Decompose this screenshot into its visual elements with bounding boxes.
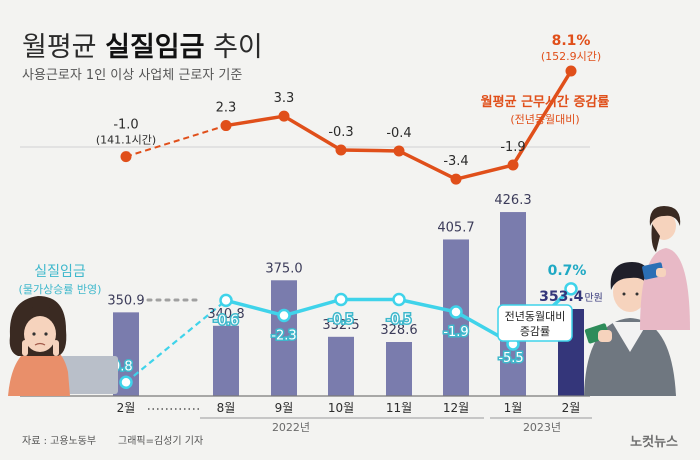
x-tick-label-5: 12월: [443, 401, 469, 415]
hours-point-3: [335, 144, 347, 156]
bar-value-label-7: 353.4만원: [539, 289, 603, 305]
wage-point-5: [449, 305, 463, 319]
bar-1: [213, 325, 239, 396]
bar-3: [328, 336, 354, 396]
chart-title: 월평균 실질임금 추이: [22, 32, 263, 63]
x-tick-label-3: 10월: [328, 401, 354, 415]
bar-value-label-3: 332.5: [322, 318, 359, 333]
bar-4: [386, 342, 412, 396]
x-tick-label-7: 2월: [562, 401, 581, 415]
credit-text: 그래픽=김성기 기자: [118, 435, 203, 447]
hours-value-label-4: -0.4: [386, 126, 411, 141]
bar-6: [500, 212, 526, 396]
x-tick-label-4: 11월: [386, 401, 412, 415]
hours-value-label-7: 8.1%: [552, 33, 591, 49]
hours-legend-sub: (전년동월대비): [510, 113, 579, 126]
hours-legend: 월평균 근무시간 증감률: [481, 94, 610, 110]
hours-point-6: [507, 159, 519, 171]
hours-value-label-3: -0.3: [328, 125, 353, 140]
callout-line1: 전년동월대비: [505, 310, 566, 323]
wage-legend: 실질임금: [34, 264, 86, 280]
hours-value-label-5: -3.4: [443, 154, 468, 169]
wage-change-callout: 전년동월대비 증감률: [497, 304, 573, 342]
x-tick-label-0: 2월: [117, 401, 136, 415]
chart-subtitle: 사용근로자 1인 이상 사업체 근로자 기준: [22, 68, 242, 83]
year-label-2022: 2022년: [272, 421, 310, 434]
hours-point-7: [565, 65, 577, 77]
hours-point-0: [120, 151, 132, 163]
bar-value-label-1: 340.8: [207, 307, 244, 322]
wage-value-label-6: -5.5: [498, 351, 523, 366]
wage-value-label-7: 0.7%: [548, 263, 587, 279]
hours-value-label-1: 2.3: [216, 101, 237, 116]
wage-point-1: [219, 293, 233, 308]
hours-point-2: [278, 110, 290, 122]
hours-point-5: [450, 173, 462, 185]
wage-value-label-4: -0.5: [386, 313, 411, 328]
source-text: 자료 : 고용노동부: [22, 435, 96, 447]
wage-value-label-3: -0.5: [328, 313, 353, 328]
hours-last-note: (152.9시간): [541, 50, 601, 63]
logo-text: 노컷뉴스: [630, 434, 678, 450]
wage-value-label-5: -1.9: [443, 325, 468, 340]
wage-point-7: [564, 282, 578, 296]
bar-value-label-5: 405.7: [437, 220, 474, 235]
hours-line-dashed-segment: [125, 124, 227, 158]
wage-legend-sub: (물가상승률 반영): [19, 283, 102, 296]
man-with-wallet-illustration: [584, 262, 676, 396]
hours-point-4: [393, 145, 405, 157]
wage-value-label-2: -2.3: [271, 329, 296, 344]
wage-point-3: [334, 292, 348, 307]
wage-value-label-1: -0.6: [213, 313, 238, 328]
hours-first-note: (141.1시간): [96, 134, 156, 147]
bar-value-label-0: 350.9: [107, 293, 144, 308]
worried-woman-illustration: [8, 296, 118, 396]
x-tick-label-1: 8월: [217, 401, 236, 415]
hours-value-label-2: 3.3: [274, 91, 295, 106]
woman-with-tablet-illustration: [640, 206, 690, 330]
hours-point-1: [220, 120, 232, 132]
year-label-2023: 2023년: [523, 421, 561, 434]
wage-point-0: [119, 375, 133, 390]
bar-2: [271, 280, 297, 396]
callout-line2: 증감률: [520, 325, 550, 338]
bar-value-label-4: 328.6: [380, 323, 417, 338]
wage-point-2: [277, 308, 291, 323]
hours-value-label-0: -1.0: [113, 118, 138, 133]
hours-value-label-6: -1.9: [500, 140, 525, 155]
wage-point-4: [392, 292, 406, 307]
x-tick-label-2: 9월: [275, 401, 294, 415]
bar-value-label-2: 375.0: [265, 261, 302, 276]
x-tick-label-6: 1월: [504, 401, 523, 415]
bar-value-label-6: 426.3: [494, 193, 531, 208]
wage-line-dashed-segment: [125, 299, 227, 384]
